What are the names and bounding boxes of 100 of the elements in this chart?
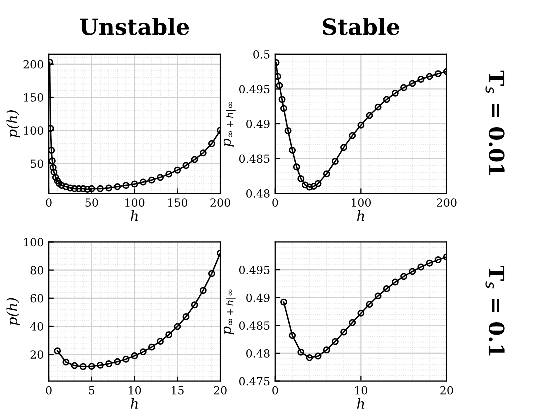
x-axis-title: h bbox=[130, 210, 138, 222]
y-tick-label: 100 bbox=[24, 126, 44, 136]
x-tick-label: 0 bbox=[46, 386, 52, 395]
point bbox=[174, 166, 182, 174]
x-tick-label: 200 bbox=[210, 198, 230, 208]
y-tick-label: 0.5 bbox=[254, 50, 270, 59]
y-tick-label: 0.485 bbox=[239, 154, 270, 164]
point bbox=[340, 328, 348, 336]
point bbox=[131, 180, 138, 188]
point bbox=[306, 354, 314, 362]
point bbox=[122, 356, 130, 363]
point bbox=[200, 287, 207, 294]
point bbox=[97, 185, 104, 192]
chart-title: Stable bbox=[323, 18, 400, 36]
point bbox=[374, 104, 382, 111]
text: T$_{s}$ = 0.1 bbox=[486, 266, 505, 356]
point bbox=[166, 331, 173, 338]
y-tick-label: 80 bbox=[30, 266, 44, 275]
x-axis-title: h bbox=[357, 398, 364, 409]
point bbox=[289, 332, 296, 340]
point bbox=[400, 84, 408, 92]
point bbox=[76, 185, 83, 192]
point bbox=[106, 184, 113, 192]
point bbox=[280, 105, 288, 112]
point bbox=[208, 140, 216, 148]
point bbox=[409, 80, 416, 88]
point bbox=[62, 183, 70, 190]
point bbox=[426, 73, 434, 80]
y-tick-label: 20 bbox=[30, 350, 44, 359]
point bbox=[426, 260, 434, 267]
y-tick-label: 0.495 bbox=[239, 85, 270, 94]
x-tick-label: 100 bbox=[352, 198, 372, 208]
y-tick-label: 0.495 bbox=[239, 266, 270, 274]
point bbox=[310, 183, 318, 190]
point bbox=[392, 278, 399, 286]
point bbox=[84, 186, 92, 194]
point bbox=[366, 112, 374, 120]
point bbox=[97, 362, 104, 369]
x-tick-label: 15 bbox=[172, 386, 184, 395]
y-tick-label: 0.475 bbox=[239, 377, 270, 386]
y-tick-label: 0.48 bbox=[246, 349, 270, 358]
point bbox=[50, 168, 58, 176]
point bbox=[114, 358, 122, 366]
point bbox=[383, 285, 390, 292]
point bbox=[58, 182, 66, 190]
point bbox=[358, 310, 365, 317]
y-tick-label: 150 bbox=[24, 93, 44, 102]
x-tick-label: 20 bbox=[440, 386, 454, 395]
y-axis-title: p(h) bbox=[6, 298, 20, 326]
point bbox=[148, 176, 156, 184]
point bbox=[208, 270, 216, 278]
point bbox=[157, 174, 164, 182]
point bbox=[62, 358, 70, 366]
point bbox=[323, 170, 330, 178]
point bbox=[340, 144, 348, 152]
point bbox=[182, 313, 190, 320]
point bbox=[434, 70, 442, 78]
point bbox=[88, 363, 96, 370]
point bbox=[106, 360, 113, 368]
point bbox=[374, 292, 382, 300]
x-axis-title: h bbox=[130, 398, 138, 409]
point bbox=[71, 185, 78, 192]
point bbox=[332, 158, 339, 166]
x-tick-label: 0 bbox=[46, 198, 52, 208]
point bbox=[191, 302, 198, 309]
point bbox=[293, 164, 300, 171]
point bbox=[71, 362, 78, 370]
point bbox=[298, 348, 305, 356]
point bbox=[140, 348, 147, 356]
y-axis-title: p(h) bbox=[6, 110, 20, 138]
point bbox=[409, 268, 416, 276]
point bbox=[52, 174, 60, 182]
y-axis-title: p$_{∞+h|∞}$ bbox=[224, 102, 236, 147]
point bbox=[191, 156, 198, 164]
point bbox=[157, 338, 164, 346]
point bbox=[332, 338, 339, 346]
point bbox=[418, 264, 425, 271]
y-tick-label: 200 bbox=[24, 60, 44, 69]
x-tick-label: 10 bbox=[129, 386, 142, 395]
x-tick-label: 10 bbox=[355, 386, 368, 395]
point bbox=[54, 348, 62, 355]
point bbox=[88, 185, 96, 192]
x-tick-label: 100 bbox=[126, 198, 145, 208]
point bbox=[276, 82, 284, 90]
point bbox=[383, 96, 390, 104]
x-tick-label: 20 bbox=[214, 386, 227, 395]
text: T$_{s}$ = 0.01 bbox=[486, 70, 505, 176]
y-tick-label: 0.48 bbox=[246, 190, 270, 198]
point bbox=[114, 183, 122, 190]
point bbox=[67, 184, 74, 192]
point bbox=[349, 132, 356, 140]
y-tick-label: 100 bbox=[24, 238, 44, 247]
point bbox=[306, 184, 314, 191]
point bbox=[49, 147, 56, 154]
point bbox=[278, 96, 286, 104]
y-axis-title: p$_{∞+h|∞}$ bbox=[224, 290, 236, 335]
y-tick-label: 0.485 bbox=[239, 322, 270, 330]
point bbox=[280, 298, 288, 306]
point bbox=[418, 76, 425, 83]
point bbox=[148, 344, 156, 351]
